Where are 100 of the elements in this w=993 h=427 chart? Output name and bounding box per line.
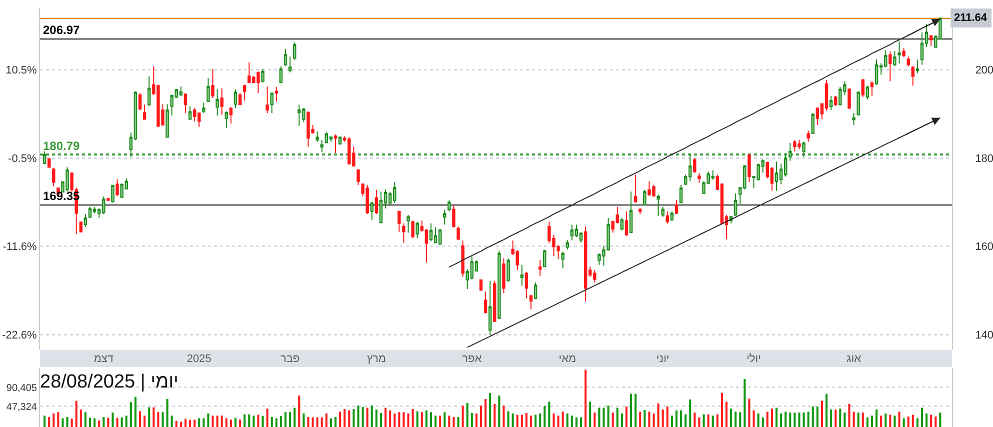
bar — [370, 406, 373, 427]
candlestick — [638, 208, 642, 215]
candlestick — [893, 50, 896, 66]
candlestick — [398, 210, 401, 232]
bar — [566, 413, 568, 427]
bar — [639, 412, 642, 427]
candlestick — [224, 110, 228, 129]
candlestick — [870, 80, 874, 96]
bar — [866, 417, 868, 427]
bar — [452, 416, 455, 427]
bar — [88, 418, 92, 427]
candlestick — [356, 168, 360, 186]
bar — [498, 396, 500, 427]
bar — [739, 412, 742, 427]
bar — [939, 412, 942, 427]
ref-line-label: 211.64 — [954, 12, 988, 24]
bar — [539, 413, 542, 427]
candlestick — [666, 210, 670, 224]
bar — [420, 412, 423, 427]
bar — [320, 417, 323, 427]
bar — [752, 410, 755, 427]
candlestick — [502, 258, 506, 294]
bar — [334, 416, 337, 427]
bar — [730, 408, 732, 427]
bar — [644, 410, 646, 427]
bar — [584, 370, 587, 427]
bar — [70, 418, 73, 427]
bar — [262, 416, 264, 427]
bar — [457, 416, 460, 427]
bar — [416, 411, 418, 427]
bar — [820, 400, 823, 427]
candlestick — [329, 135, 333, 142]
bar — [180, 422, 182, 427]
bar — [198, 418, 200, 427]
bar — [162, 412, 164, 427]
bar — [880, 416, 882, 427]
bar — [926, 413, 928, 427]
bar — [602, 408, 605, 427]
candlestick — [234, 88, 238, 109]
bar — [389, 410, 392, 427]
candlestick — [543, 249, 546, 268]
bar — [430, 412, 432, 427]
bar — [934, 416, 937, 427]
bar — [212, 416, 214, 427]
bar — [139, 411, 142, 427]
bar — [348, 410, 350, 427]
bar — [839, 408, 842, 427]
candlestick — [811, 112, 814, 134]
y-tick-label: 160 — [975, 241, 993, 254]
candlestick — [448, 200, 451, 212]
candlestick — [202, 102, 206, 114]
bar — [666, 406, 668, 427]
bar — [425, 410, 428, 427]
bar — [562, 412, 564, 427]
candlestick — [79, 221, 83, 234]
bar — [876, 410, 878, 427]
bar — [789, 412, 792, 427]
candlestick — [111, 184, 114, 204]
candlestick — [898, 41, 901, 64]
candlestick — [484, 291, 488, 314]
bar — [312, 417, 314, 427]
candlestick — [679, 184, 683, 204]
candlestick — [142, 104, 146, 120]
bar — [112, 412, 114, 427]
candlestick — [320, 139, 324, 153]
bar — [744, 378, 746, 427]
bar — [48, 416, 50, 427]
bar — [525, 413, 528, 427]
candlestick — [279, 66, 283, 84]
candlestick — [47, 158, 51, 168]
bar — [502, 406, 505, 427]
candlestick — [52, 167, 56, 187]
candlestick — [261, 68, 264, 84]
candlestick — [374, 189, 378, 215]
bar — [634, 394, 637, 427]
candlestick — [620, 218, 624, 231]
bar — [862, 412, 864, 427]
bar — [507, 411, 510, 427]
bar — [570, 416, 573, 427]
candlestick — [370, 201, 374, 220]
bar — [520, 414, 523, 427]
bar — [657, 403, 660, 427]
bar — [220, 416, 223, 427]
bar — [816, 406, 818, 427]
bar — [844, 412, 846, 427]
bar — [757, 413, 760, 427]
bar — [494, 404, 496, 427]
candlestick — [288, 56, 292, 73]
bar — [775, 408, 778, 427]
candlestick — [274, 86, 278, 102]
bar — [616, 408, 618, 427]
candlestick — [911, 66, 915, 86]
bar — [412, 409, 414, 427]
bar — [316, 417, 318, 427]
bar — [794, 412, 796, 427]
candlestick — [916, 59, 920, 74]
candlestick — [229, 106, 233, 124]
bar — [884, 413, 887, 427]
bar — [916, 418, 918, 427]
bar — [339, 412, 342, 427]
